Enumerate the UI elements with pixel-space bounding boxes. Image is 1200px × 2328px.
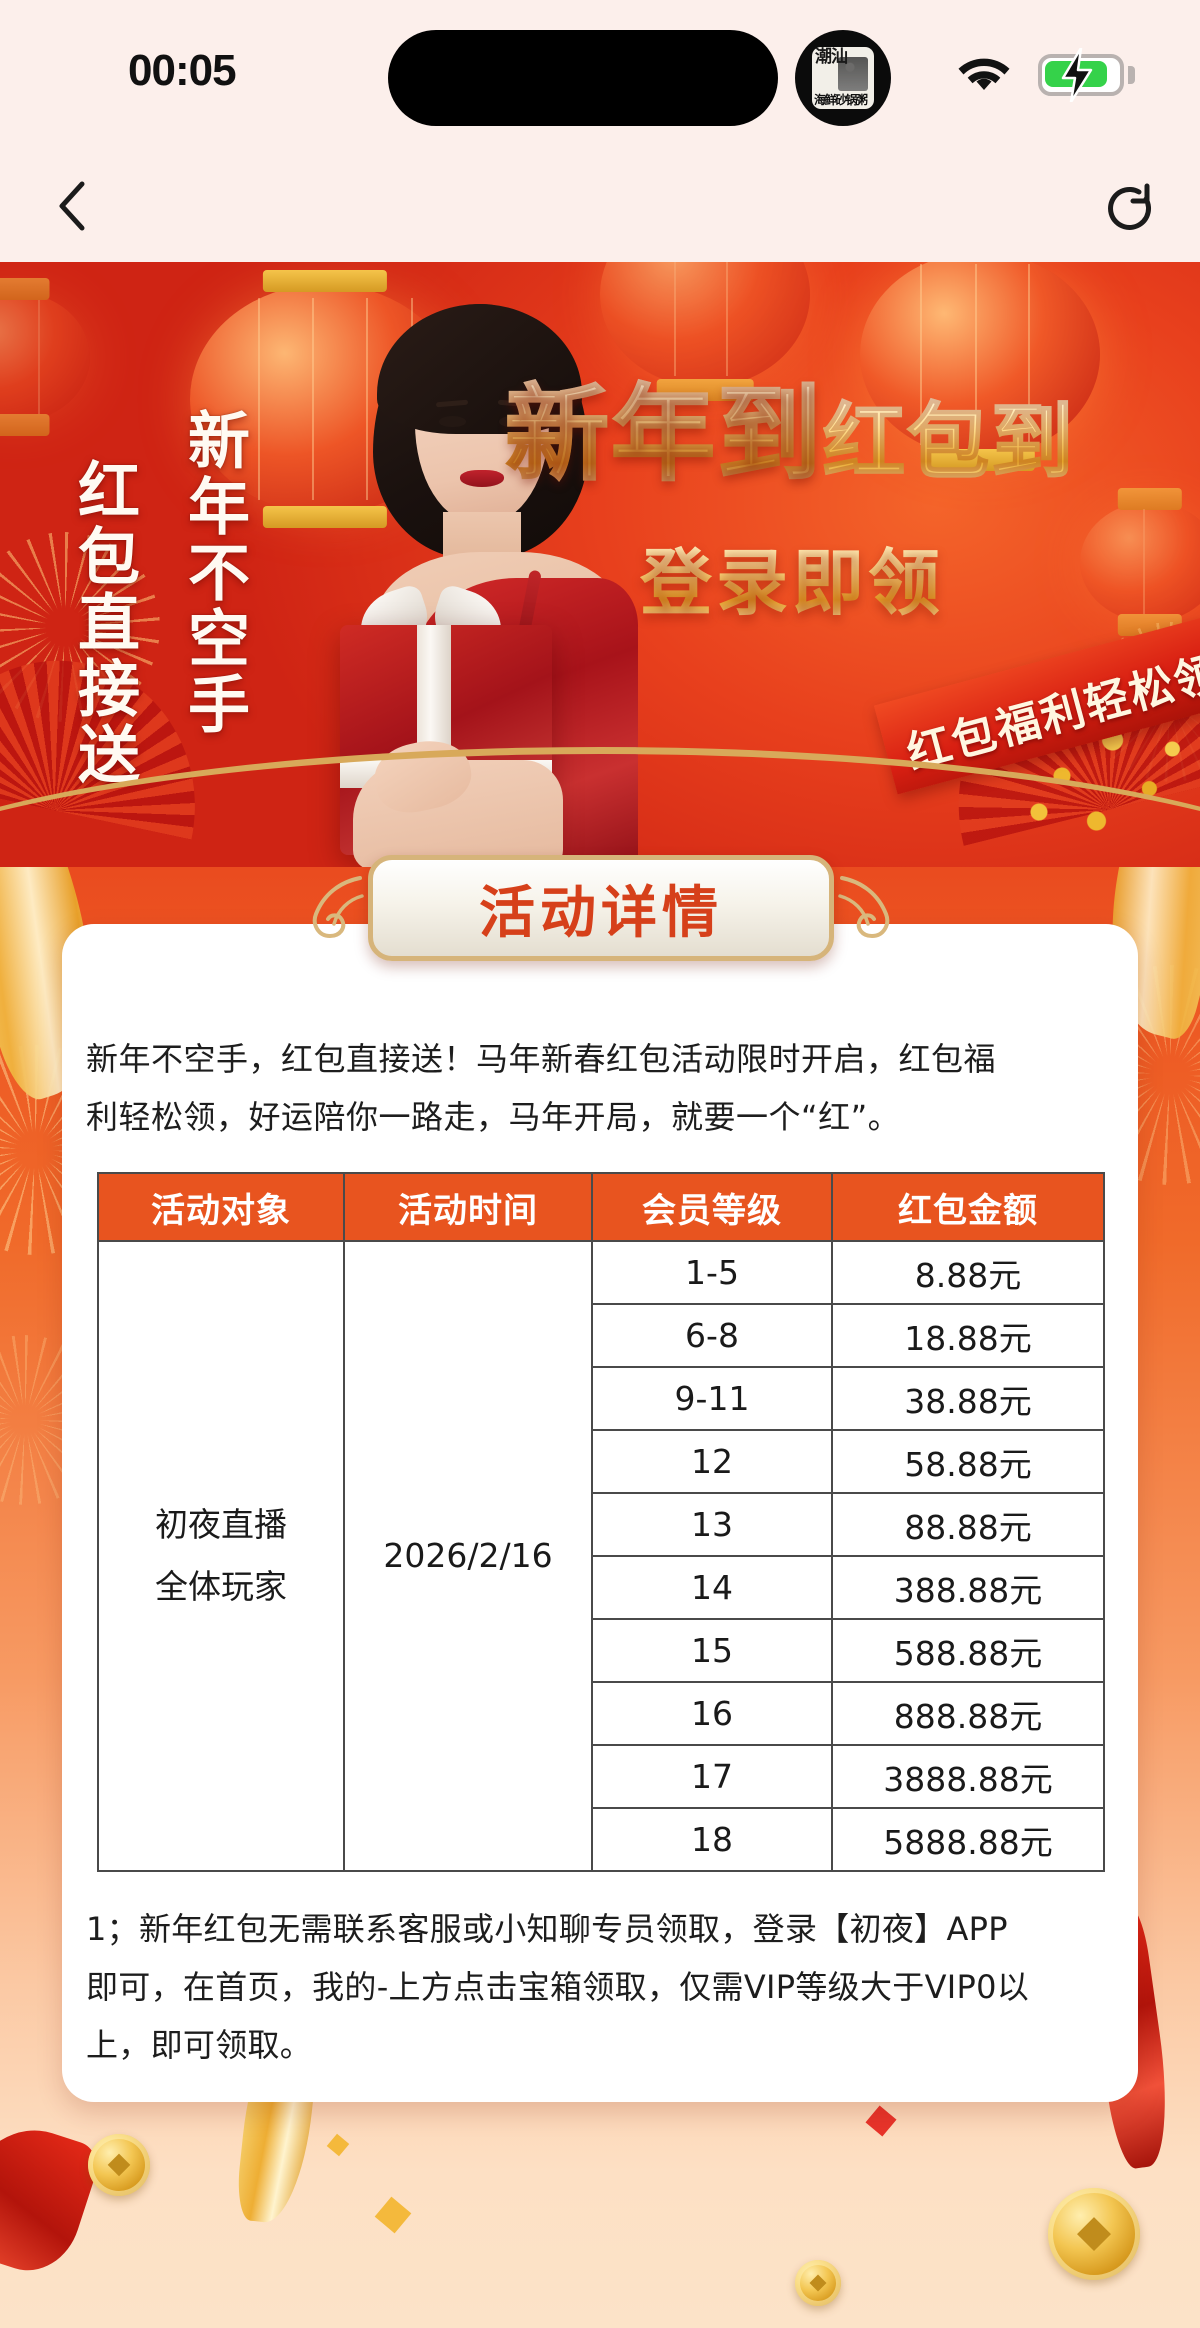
table-row: 14 388.88元 [98, 1555, 1105, 1620]
rewards-table: 活动对象 活动时间 会员等级 红包金额 初夜直播 全体玩家 2026/2/16 1-5… [97, 1172, 1105, 1872]
footnote-text: 1；新年红包无需联系客服或小知聊专员领取，登录【初夜】APP即可，在首页，我的-… [86, 1910, 1030, 2064]
charging-bolt-icon [1061, 48, 1093, 102]
table-header-row: 活动对象 活动时间 会员等级 红包金额 [97, 1172, 1105, 1242]
table-header-amount: 红包金额 [831, 1172, 1105, 1242]
table-cell-level: 16 [591, 1681, 833, 1746]
hero-banner: 新年不空手 红包直接送 新年到红包到 登录即领 红包福利轻松领 [0, 262, 1200, 867]
section-title-text: 活动详情 [479, 880, 723, 946]
table-cell-level: 6-8 [591, 1303, 833, 1368]
table-row: 6-8 18.88元 [98, 1303, 1105, 1368]
section-title-pill: 活动详情 [368, 855, 834, 961]
table-row: 15 588.88元 [98, 1618, 1105, 1683]
table-cell-amount: 388.88元 [831, 1555, 1105, 1620]
table-cell-amount: 58.88元 [831, 1429, 1105, 1494]
table-cell-amount: 888.88元 [831, 1681, 1105, 1746]
navigation-bar [0, 150, 1200, 262]
table-cell-level: 18 [591, 1807, 833, 1872]
gold-coin-icon [795, 2260, 841, 2306]
table-header-audience: 活动对象 [97, 1172, 345, 1242]
table-body: 初夜直播 全体玩家 2026/2/16 1-5 8.88元 6-8 18.88元 9-11 38… [97, 1240, 1105, 1872]
hero-vertical-text-2: 红包直接送 [67, 458, 140, 788]
app-icon-label-bottom: 海鲜砂锅粥 [814, 93, 868, 107]
table-header-period: 活动时间 [343, 1172, 593, 1242]
table-cell-amount: 588.88元 [831, 1618, 1105, 1683]
refresh-button[interactable] [1100, 178, 1158, 236]
table-header-level: 会员等级 [591, 1172, 833, 1242]
table-cell-level: 13 [591, 1492, 833, 1557]
wifi-icon [958, 58, 1010, 90]
table-cell-audience: 初夜直播 全体玩家 [97, 1240, 345, 1872]
battery-cap [1128, 66, 1135, 84]
table-cell-level: 12 [591, 1429, 833, 1494]
hero-title-part2: 红包到 [822, 395, 1076, 490]
table-cell-amount: 88.88元 [831, 1492, 1105, 1557]
table-cell-period: 2026/2/16 [343, 1240, 593, 1872]
table-row: 初夜直播 全体玩家 2026/2/16 1-5 8.88元 [97, 1240, 1105, 1872]
table-cell-level: 1-5 [591, 1240, 833, 1305]
gold-coin-icon [1048, 2188, 1140, 2280]
confetti-decoration [865, 2105, 897, 2137]
hero-title-part1: 新年到 [504, 373, 824, 495]
app-icon-label-top: 潮汕 [815, 47, 848, 67]
confetti-decoration [374, 2196, 412, 2234]
table-cell-amount: 5888.88元 [831, 1807, 1105, 1872]
table-cell-amount: 8.88元 [831, 1240, 1105, 1305]
red-ribbon-decoration [0, 2112, 104, 2284]
flourish-right-icon [838, 876, 890, 939]
status-bar: 00:05 潮汕 海鲜砂锅粥 [0, 0, 1200, 150]
hero-subtitle: 登录即领 [640, 524, 944, 629]
hero-title: 新年到红包到 [504, 381, 1075, 487]
table-cell-level: 14 [591, 1555, 833, 1620]
table-row: 16 888.88元 [98, 1681, 1105, 1746]
gold-coin-icon [88, 2134, 150, 2196]
lantern-icon [0, 292, 90, 422]
app-icon-badge[interactable]: 潮汕 海鲜砂锅粥 [795, 30, 891, 126]
app-icon-artwork: 潮汕 海鲜砂锅粥 [812, 47, 874, 109]
hero-vertical-text-1: 新年不空手 [177, 408, 250, 738]
table-cell-amount: 18.88元 [831, 1303, 1105, 1368]
table-row: 18 5888.88元 [98, 1807, 1105, 1872]
table-cell-level: 17 [591, 1744, 833, 1809]
table-cell-level: 15 [591, 1618, 833, 1683]
lantern-icon [1080, 502, 1200, 622]
table-cell-level: 9-11 [591, 1366, 833, 1431]
table-cell-amount: 38.88元 [831, 1366, 1105, 1431]
table-row: 9-11 38.88元 [98, 1366, 1105, 1431]
flourish-left-icon [312, 876, 364, 939]
lantern-icon [860, 262, 1100, 457]
table-row: 17 3888.88元 [98, 1744, 1105, 1809]
table-row: 13 88.88元 [98, 1492, 1105, 1557]
status-time: 00:05 [128, 46, 237, 95]
back-button[interactable] [44, 176, 104, 236]
table-row: 12 58.88元 [98, 1429, 1105, 1494]
confetti-decoration [326, 2133, 350, 2157]
intro-paragraph: 新年不空手，红包直接送！马年新春红包活动限时开启，红包福利轻松领，好运陪你一路走… [86, 1040, 997, 1136]
table-cell-amount: 3888.88元 [831, 1744, 1105, 1809]
dynamic-island [388, 30, 778, 126]
